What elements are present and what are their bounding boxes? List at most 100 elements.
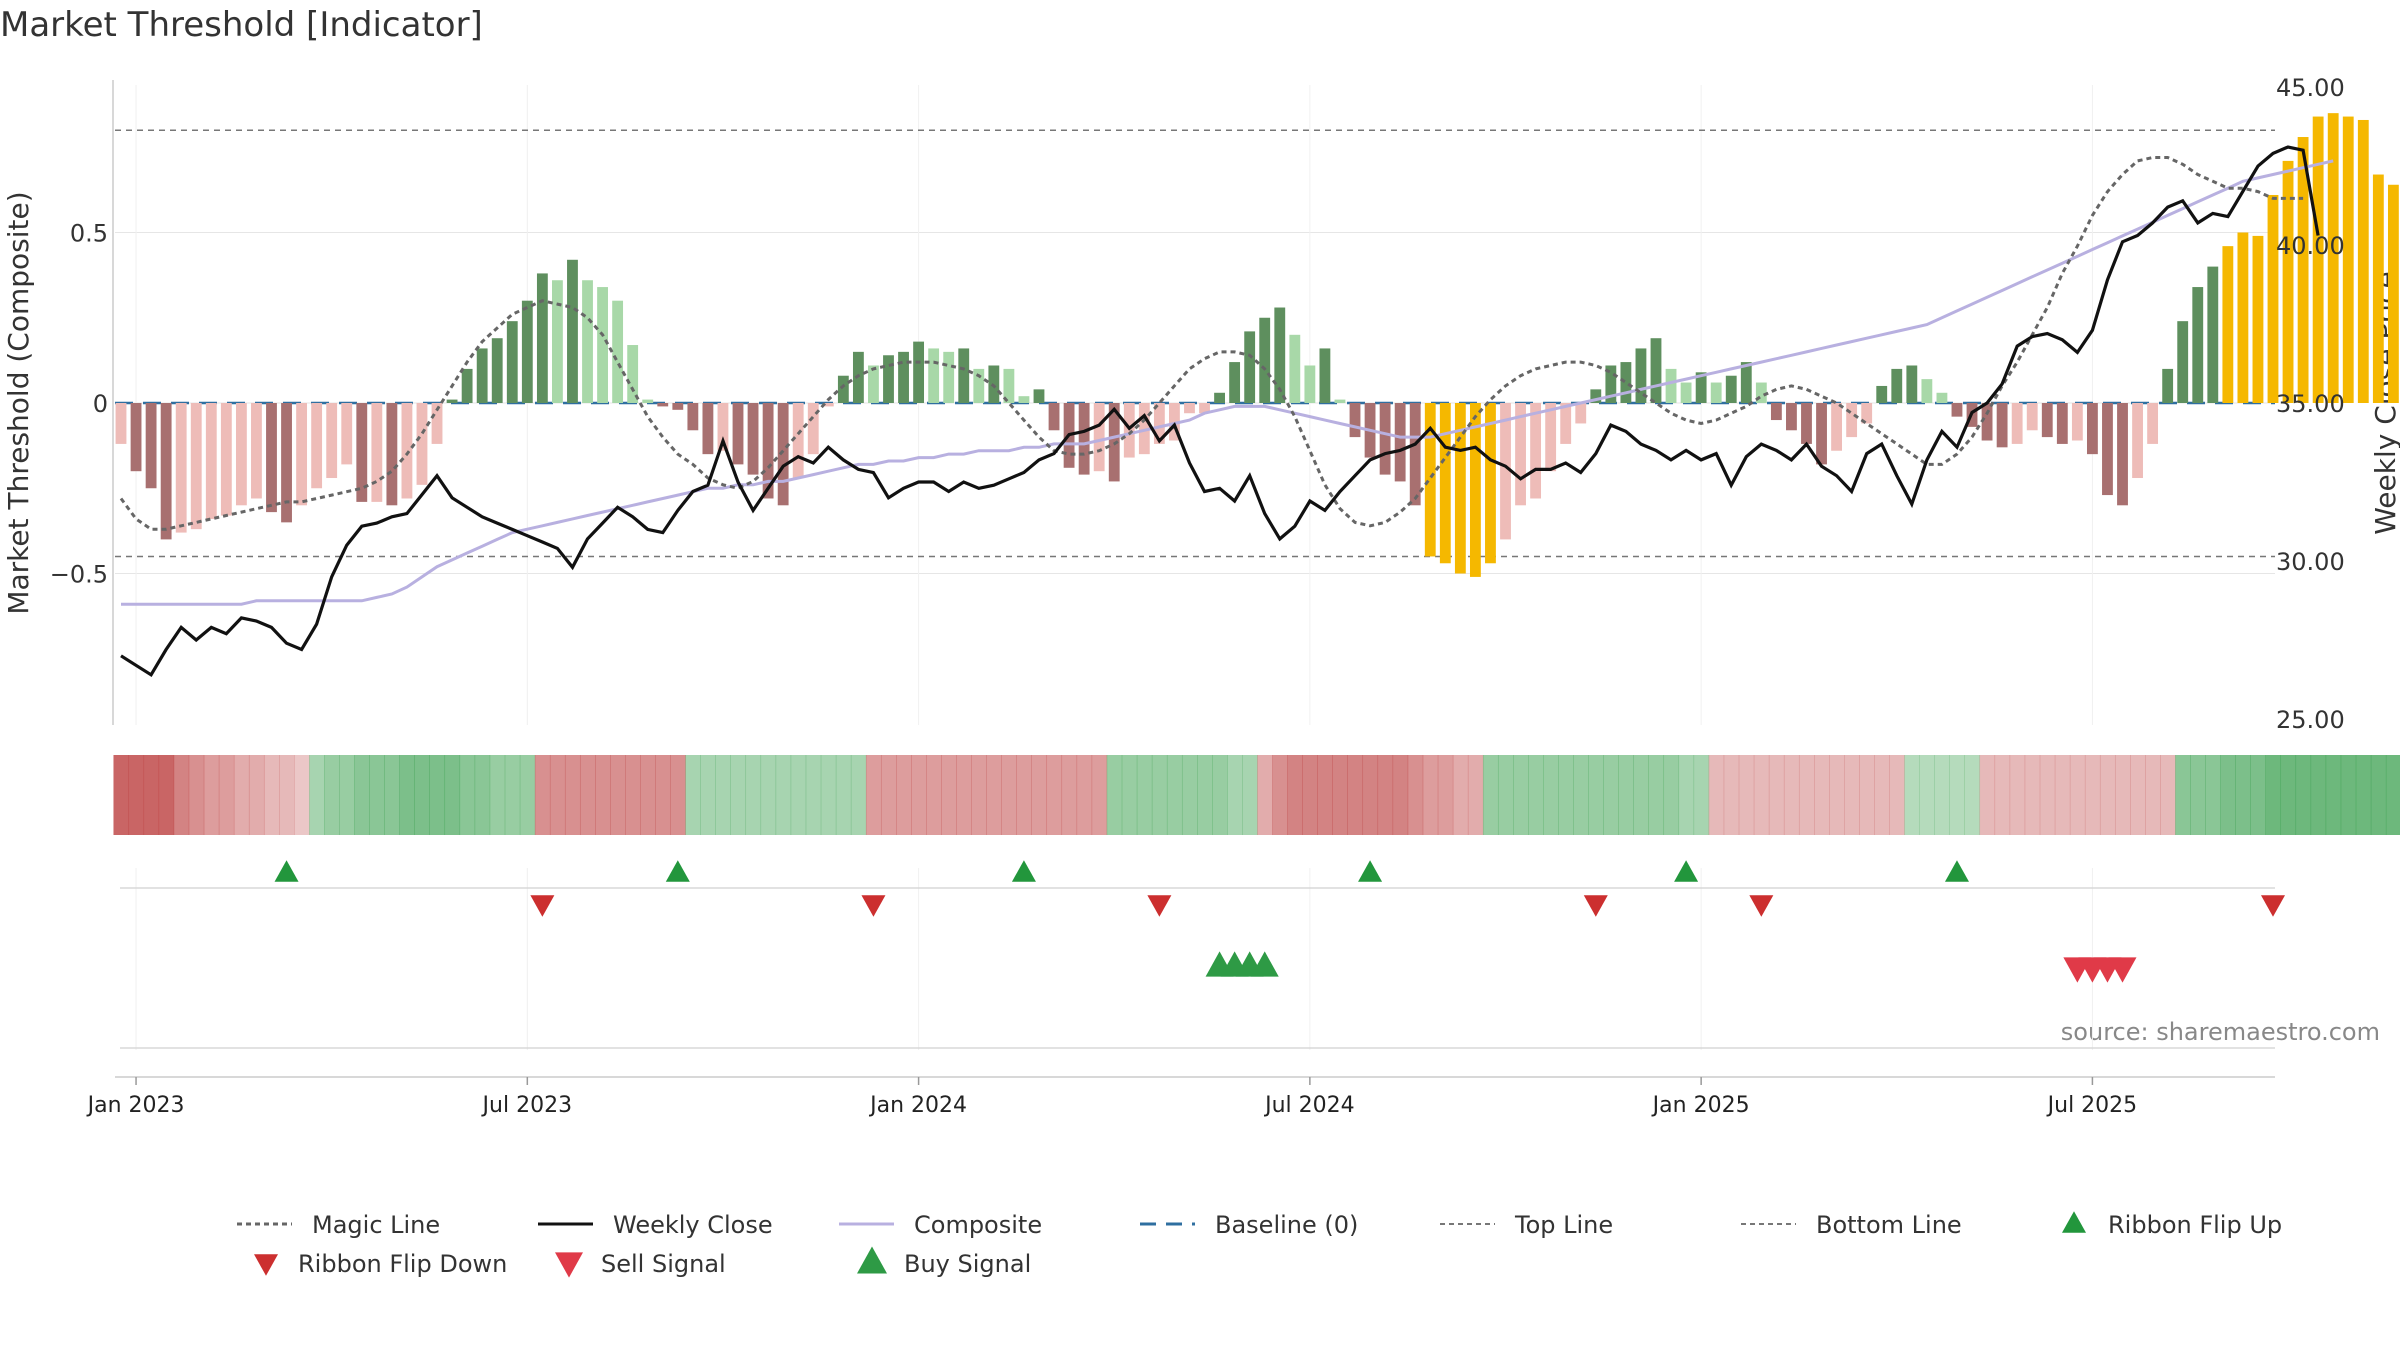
composite-bar bbox=[1439, 403, 1451, 564]
ribbon-cell bbox=[294, 755, 310, 835]
ribbon-cell bbox=[1528, 755, 1544, 835]
composite-bar bbox=[732, 403, 744, 465]
ribbon-cell bbox=[564, 755, 581, 835]
ribbon-cell bbox=[384, 755, 400, 835]
composite-bar bbox=[1786, 403, 1797, 431]
composite-bar bbox=[1394, 403, 1406, 482]
ribbon-cell bbox=[2295, 755, 2312, 835]
ribbon-cell bbox=[1814, 755, 1830, 835]
composite-bar bbox=[822, 403, 834, 407]
composite-bar bbox=[1229, 362, 1241, 403]
ribbon-cell bbox=[1121, 755, 1138, 835]
y-right-tick-label: 45.00 bbox=[2276, 74, 2345, 102]
ribbon-cell bbox=[1543, 755, 1559, 835]
composite-bar bbox=[326, 403, 338, 479]
ribbon-cell bbox=[1001, 755, 1017, 835]
composite-bar bbox=[1093, 403, 1105, 472]
ribbon-cell bbox=[188, 755, 205, 835]
ribbon-cell bbox=[730, 755, 747, 835]
ribbon-cell bbox=[971, 755, 987, 835]
ribbon-cell bbox=[2114, 755, 2131, 835]
composite-bar bbox=[2056, 403, 2068, 444]
composite-bar bbox=[2011, 403, 2023, 444]
ribbon-cell bbox=[2310, 755, 2327, 835]
ribbon-cell bbox=[414, 755, 431, 835]
ribbon-cell bbox=[865, 755, 882, 835]
composite-bar bbox=[928, 348, 940, 403]
composite-bar bbox=[115, 403, 127, 444]
composite-bar bbox=[2162, 368, 2174, 403]
composite-bar bbox=[2207, 266, 2219, 403]
ribbon-cell bbox=[113, 755, 130, 835]
composite-bar bbox=[883, 355, 894, 403]
composite-bar bbox=[205, 403, 217, 519]
ribbon-cell bbox=[1904, 755, 1920, 835]
composite-bar bbox=[1831, 403, 1842, 451]
ribbon-cell bbox=[1272, 755, 1288, 835]
composite-bar bbox=[341, 403, 353, 465]
ribbon-cell bbox=[1422, 755, 1439, 835]
ribbon-cell bbox=[1317, 755, 1333, 835]
composite-bar bbox=[371, 403, 383, 502]
composite-bar bbox=[2147, 403, 2159, 444]
ribbon-cell bbox=[1106, 755, 1123, 835]
legend-swatch bbox=[254, 1254, 278, 1276]
composite-bar bbox=[1801, 403, 1812, 444]
ribbon-cell bbox=[896, 755, 912, 835]
ribbon-flip-down-marker bbox=[1749, 895, 1774, 917]
composite-bar bbox=[1515, 403, 1526, 506]
ribbon-cell bbox=[1392, 755, 1409, 835]
ribbon-cell bbox=[158, 755, 175, 835]
ribbon-cell bbox=[218, 755, 235, 835]
ribbon-cell bbox=[1362, 755, 1379, 835]
ribbon-cell bbox=[1768, 755, 1785, 835]
composite-bar bbox=[627, 345, 639, 403]
gridlines bbox=[115, 85, 2275, 1050]
ribbon-cell bbox=[926, 755, 942, 835]
ribbon-cell bbox=[429, 755, 446, 835]
ribbon-cell bbox=[279, 755, 295, 835]
composite-bar bbox=[2192, 287, 2204, 403]
composite-bar bbox=[1545, 403, 1557, 472]
ribbon-cell bbox=[1919, 755, 1935, 835]
composite-bar bbox=[672, 403, 684, 410]
composite-bar bbox=[1906, 365, 1918, 403]
ribbon-cell bbox=[489, 755, 506, 835]
composite-bar bbox=[2041, 403, 2053, 438]
ribbon-cell bbox=[444, 755, 461, 835]
composite-bar bbox=[1289, 334, 1301, 403]
ribbon-cell bbox=[1513, 755, 1529, 835]
ribbon-cell bbox=[1197, 755, 1213, 835]
composite-bar bbox=[130, 403, 142, 472]
composite-bar bbox=[1469, 403, 1481, 577]
ribbon-cell bbox=[549, 755, 566, 835]
ribbon-cell bbox=[1889, 755, 1905, 835]
ribbon-flip-up-marker bbox=[1944, 860, 1969, 882]
ribbon-cell bbox=[1482, 755, 1499, 835]
composite-bar bbox=[582, 280, 593, 403]
signal-markers bbox=[120, 860, 2285, 1049]
ribbon-flip-down-marker bbox=[861, 895, 886, 917]
legend-label: Buy Signal bbox=[904, 1250, 1031, 1278]
legend-item-topline: Top Line bbox=[1440, 1211, 1613, 1239]
composite-bar bbox=[552, 280, 563, 403]
ribbon-cell bbox=[2175, 755, 2191, 835]
legend-label: Bottom Line bbox=[1816, 1211, 1962, 1239]
ribbon-cell bbox=[775, 755, 792, 835]
series-lines bbox=[119, 145, 2334, 678]
ribbon-cell bbox=[2220, 755, 2236, 835]
legend-label: Ribbon Flip Down bbox=[298, 1250, 507, 1278]
composite-bar bbox=[567, 259, 578, 403]
composite-bar bbox=[1454, 403, 1466, 574]
composite-bar bbox=[1936, 392, 1948, 403]
composite-bar bbox=[1861, 403, 1873, 424]
composite-bar bbox=[868, 365, 879, 403]
ribbon-cell bbox=[1663, 755, 1680, 835]
ribbon-cell bbox=[1497, 755, 1514, 835]
composite-line bbox=[121, 159, 2334, 606]
ribbon-cell bbox=[1648, 755, 1665, 835]
legend-item-close: Weekly Close bbox=[538, 1211, 773, 1239]
ribbon-cell bbox=[1467, 755, 1484, 835]
composite-bar bbox=[1138, 403, 1150, 455]
x-tick-label: Jan 2025 bbox=[1651, 1093, 1750, 1118]
